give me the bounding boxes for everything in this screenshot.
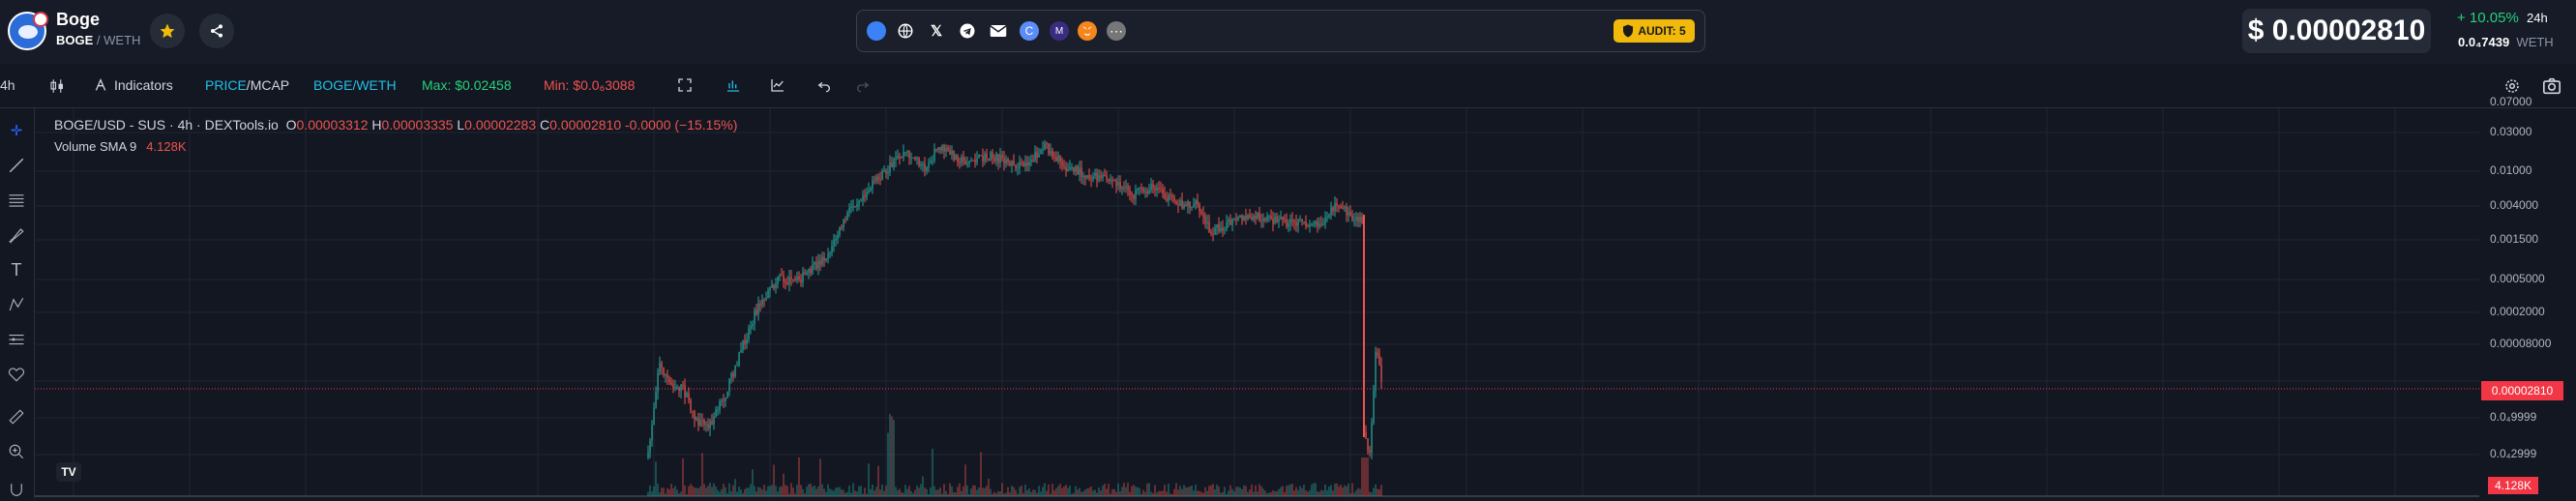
undo-icon[interactable]: [816, 77, 832, 93]
audit-badge[interactable]: AUDIT: 5: [1614, 19, 1695, 43]
indicators-button[interactable]: Indicators: [114, 77, 173, 93]
legend-change: -0.0000 (−15.15%): [625, 117, 738, 133]
min-price-label: Min: $0.0₆3088: [544, 77, 636, 93]
bar-chart-icon[interactable]: [725, 77, 741, 93]
telegram-icon[interactable]: [958, 21, 977, 41]
y-tick-label: 0.004000: [2490, 198, 2539, 212]
coingecko-icon[interactable]: C: [1020, 21, 1039, 41]
last-volume-label: 4.128K: [2488, 477, 2538, 494]
y-tick-label: 0.00008000: [2490, 337, 2552, 350]
y-tick-label: 0.01000: [2490, 163, 2532, 177]
pattern-icon[interactable]: [6, 294, 27, 315]
trendline-icon[interactable]: [6, 155, 27, 176]
chart-canvas[interactable]: [35, 108, 2479, 498]
liquidity-amount: 0.0₄7439: [2458, 35, 2510, 49]
y-tick-label: 0.03000: [2490, 125, 2532, 138]
favorite-button[interactable]: [150, 14, 185, 48]
legend-title: BOGE/USD - SUS · 4h · DEXTools.io: [54, 117, 279, 133]
audit-label: AUDIT: 5: [1638, 24, 1686, 38]
legend-h-key: H: [371, 117, 382, 133]
text-tool-icon[interactable]: T: [11, 259, 22, 280]
volume-legend: Volume SMA 9 4.128K: [54, 139, 186, 154]
token-logo-badge: [33, 12, 48, 27]
y-tick-label: 0.0₄9999: [2490, 410, 2537, 424]
price-option[interactable]: PRICE: [205, 77, 247, 93]
price-change-period: 24h: [2527, 11, 2548, 25]
shield-icon: [1623, 24, 1634, 38]
social-links-bar: 𝕏 C M ⋯ AUDIT: 5: [856, 10, 1705, 52]
legend-c-key: C: [540, 117, 550, 133]
chart-toolbar: 4h Indicators PRICE/MCAP BOGE/WETH Max: …: [0, 64, 2576, 108]
liquidity-unit: WETH: [2516, 35, 2554, 49]
volume-indicator-value: 4.128K: [146, 139, 187, 154]
liquidity-value: 0.0₄7439 WETH: [2458, 35, 2554, 49]
share-icon: [211, 24, 222, 38]
zoom-icon[interactable]: [6, 441, 27, 462]
volume-indicator-name: Volume SMA 9: [54, 139, 137, 154]
chain-icon[interactable]: [867, 21, 886, 41]
last-price-label: 0.00002810: [2481, 381, 2563, 400]
favorite-tool-icon[interactable]: [6, 364, 27, 385]
website-icon[interactable]: [896, 21, 915, 41]
y-tick-label: 0.001500: [2490, 232, 2539, 246]
pair-quote: WETH: [104, 33, 141, 47]
redo-icon[interactable]: [855, 77, 871, 93]
max-price-label: Max: $0.02458: [422, 77, 512, 93]
x-twitter-icon[interactable]: 𝕏: [930, 23, 943, 40]
mcap-option[interactable]: MCAP: [250, 77, 290, 93]
legend-open: 0.00003312: [296, 117, 369, 133]
settings-icon[interactable]: [2503, 77, 2521, 95]
prediction-icon[interactable]: [6, 329, 27, 350]
share-button[interactable]: [199, 14, 234, 48]
legend-high: 0.00003335: [381, 117, 454, 133]
line-chart-icon[interactable]: [770, 77, 785, 93]
candles-type-icon[interactable]: [48, 77, 66, 95]
y-tick-label: 0.0₄2999: [2490, 447, 2537, 460]
token-name: Boge: [56, 10, 100, 29]
price-chart[interactable]: [35, 108, 2479, 498]
more-links-icon[interactable]: ⋯: [1107, 21, 1126, 41]
indicators-icon[interactable]: [93, 77, 108, 93]
camera-icon[interactable]: [2542, 77, 2561, 95]
brush-icon[interactable]: [6, 224, 27, 246]
metamask-icon[interactable]: [1078, 21, 1097, 41]
drawing-toolbar: ✛ T: [0, 108, 35, 498]
legend-low: 0.00002283: [464, 117, 537, 133]
fullscreen-icon[interactable]: [677, 77, 693, 93]
legend-l-key: L: [457, 117, 465, 133]
price-change: + 10.05%: [2457, 10, 2519, 26]
email-icon[interactable]: [989, 21, 1008, 41]
price-mcap-toggle[interactable]: PRICE/MCAP: [205, 77, 290, 93]
ruler-icon[interactable]: [6, 406, 27, 427]
legend-close: 0.00002810: [549, 117, 622, 133]
pair-toggle[interactable]: BOGE/WETH: [313, 77, 397, 93]
y-tick-label: 0.07000: [2490, 95, 2532, 108]
y-tick-label: 0.0002000: [2490, 305, 2545, 318]
ohlc-legend: BOGE/USD - SUS · 4h · DEXTools.io O0.000…: [54, 117, 737, 133]
interval-selector[interactable]: 4h: [0, 77, 15, 93]
tradingview-logo[interactable]: TV: [56, 462, 81, 482]
star-icon: [160, 23, 175, 39]
current-price: $ 0.00002810: [2242, 9, 2431, 53]
legend-o-key: O: [285, 117, 297, 133]
magnet-icon[interactable]: [6, 480, 27, 501]
fib-retracement-icon[interactable]: [6, 190, 27, 211]
y-tick-label: 0.0005000: [2490, 272, 2545, 285]
token-pair: BOGE / WETH: [56, 33, 141, 47]
pair-base: BOGE: [56, 33, 94, 47]
coinmarketcap-icon[interactable]: M: [1050, 21, 1069, 41]
crosshair-icon[interactable]: ✛: [10, 123, 23, 139]
